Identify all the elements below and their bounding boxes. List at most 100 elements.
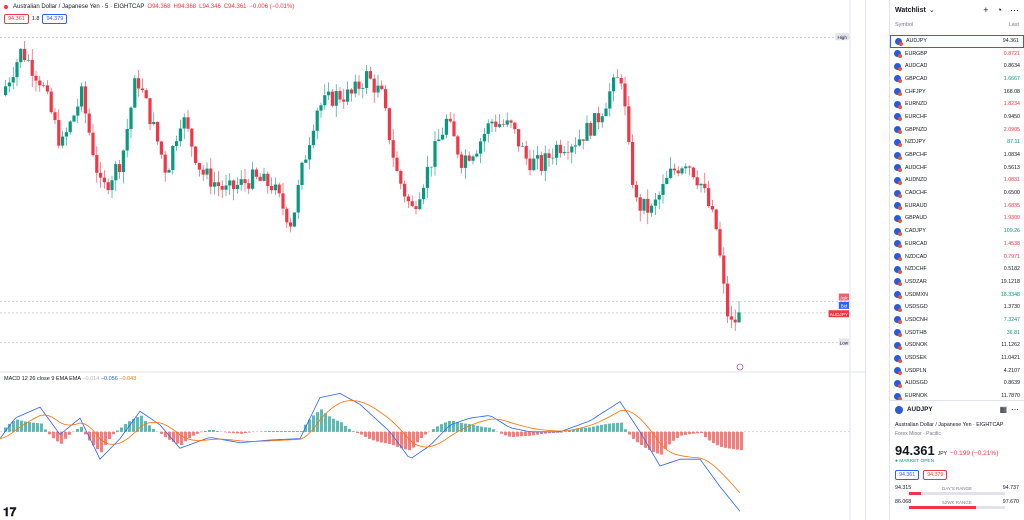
candle-body [353,81,357,94]
candle-body [600,116,604,123]
macd-histogram-bar [476,425,479,432]
watchlist-row[interactable]: USDNOK 11.1262 [890,340,1024,353]
candle-body [140,88,144,91]
macd-title[interactable]: MACD 12 26 close 9 EMA EMA [4,376,81,382]
details-price: 94.361 [895,443,935,458]
row-last: 19.1218 [1000,278,1020,285]
macd-histogram-bar [300,431,303,432]
sell-button[interactable]: 94.361 [4,14,29,24]
macd-histogram-bar [324,413,327,432]
candle-body [399,171,403,184]
candle-body [159,141,163,155]
chevron-down-icon[interactable]: ⌄ [928,7,935,14]
details-bid[interactable]: 94.361 [895,470,920,480]
watchlist-row[interactable]: EURGBP 0.8721 [890,48,1024,61]
watchlist-row[interactable]: USDZAR 19.1218 [890,276,1024,289]
macd-histogram-bar [592,426,595,432]
watchlist-row[interactable]: AUDSGD 0.8639 [890,378,1024,391]
macd-histogram-bar [148,425,151,432]
macd-histogram-bar [424,431,427,435]
candle-body [562,151,566,154]
watchlist-row[interactable]: CADJPY 109.26 [890,225,1024,238]
row-last: 87.11 [1007,139,1020,146]
price-label-tag-text: Bid [841,304,848,309]
clock-icon[interactable]: ◔ [996,4,1002,15]
candle-body [194,146,198,163]
grid-icon[interactable]: ▦ [999,405,1007,414]
watchlist-row[interactable]: CHFJPY 168.08 [890,86,1024,99]
watchlist-row[interactable]: CADCHF 0.6500 [890,187,1024,200]
watchlist-row[interactable]: GBPAUD 1.9300 [890,213,1024,226]
row-symbol: NZDCHF [905,266,927,273]
macd-histogram-bar [600,424,603,432]
candle-body [175,141,179,146]
chart-title[interactable]: Australian Dollar / Japanese Yen · 5 · E… [13,4,145,10]
watchlist-row[interactable]: EURCAD 1.4538 [890,238,1024,251]
buy-button[interactable]: 94.379 [42,14,68,24]
price-label-tag [835,33,849,41]
watchlist-row[interactable]: USDPLN 4.2107 [890,365,1024,378]
macd-histogram-bar [560,431,563,433]
watchlist-row[interactable]: GBPNZD 2.0905 [890,124,1024,137]
more-icon[interactable]: ⋯ [1010,4,1019,15]
candle-body [574,145,578,147]
row-last: 2.0905 [1003,126,1020,133]
watchlist-row[interactable]: USDSEK 11.0421 [890,352,1024,365]
column-symbol[interactable]: Symbol [895,22,914,28]
row-symbol: USDZAR [905,278,927,285]
watchlist-row[interactable]: USDCNH 7.3247 [890,314,1024,327]
row-last: 0.8639 [1003,380,1020,387]
candle-body [296,185,300,213]
watchlist-row[interactable]: EURNZD 1.8234 [890,98,1024,111]
watchlist-row[interactable]: USDSGD 1.3730 [890,301,1024,314]
watchlist-row[interactable]: USDMXN 18.3348 [890,289,1024,302]
watchlist-row[interactable]: EURNOK 11.7870 [890,390,1024,403]
watchlist-title[interactable]: Watchlist [895,6,926,14]
row-symbol: EURNOK [905,393,928,400]
watchlist-row[interactable]: AUDCHF 0.5613 [890,162,1024,175]
watchlist-row[interactable]: NZDJPY 87.11 [890,137,1024,150]
tradingview-logo[interactable]: 𝟏𝟕 [3,505,17,519]
macd-histogram-bar [228,431,231,433]
row-last: 94.361 [1002,38,1019,45]
row-symbol: USDSEK [905,355,927,362]
macd-histogram-bar [632,431,635,439]
candle-body [277,184,281,194]
macd-histogram-bar [696,431,699,434]
macd-histogram-bar [408,431,411,451]
row-symbol: NZDJPY [905,139,926,146]
column-last[interactable]: Last [1008,22,1019,28]
watchlist-row[interactable]: NZDCHF 0.5182 [890,263,1024,276]
macd-signal-line [0,400,741,494]
watchlist-row[interactable]: NZDCAD 0.7971 [890,251,1024,264]
chart-area[interactable]: 94.82094.80094.78094.76094.74094.72094.7… [0,0,865,520]
watchlist-row[interactable]: EURAUD 1.6835 [890,200,1024,213]
watchlist-row[interactable]: AUDJPY 94.361 [890,35,1024,48]
watchlist-row[interactable]: EURCHF 0.9450 [890,111,1024,124]
macd-histogram-bar [316,412,319,432]
macd-histogram-bar [564,431,567,432]
price-chart[interactable]: 94.82094.80094.78094.76094.74094.72094.7… [0,0,865,520]
more-icon[interactable]: ⋯ [1011,405,1019,414]
watchlist-row[interactable]: GBPCHF 1.0834 [890,149,1024,162]
row-last: 1.0831 [1003,177,1020,184]
candle-body [463,155,467,168]
details-symbol[interactable]: AUDJPY [907,406,933,413]
macd-histogram-bar [440,424,443,432]
candle-body [452,121,456,137]
candle-body [391,140,395,158]
event-marker-icon [736,363,744,371]
row-symbol: USDSGD [905,304,928,311]
watchlist-row[interactable]: GBPCAD 1.6667 [890,73,1024,86]
macd-histogram-bar [244,431,247,434]
watchlist-row[interactable]: AUDNZD 1.0831 [890,175,1024,188]
watchlist-row[interactable]: AUDCAD 0.8634 [890,60,1024,73]
details-ask[interactable]: 94.379 [923,470,948,480]
watchlist-row[interactable]: USDTHB 36.81 [890,327,1024,340]
add-symbol-icon[interactable]: + [983,4,989,15]
price-label-tag [838,301,849,309]
macd-histogram-bar [176,431,179,444]
row-symbol: CHFJPY [905,88,926,95]
candle-body [45,85,49,92]
macd-histogram-bar [688,431,691,435]
